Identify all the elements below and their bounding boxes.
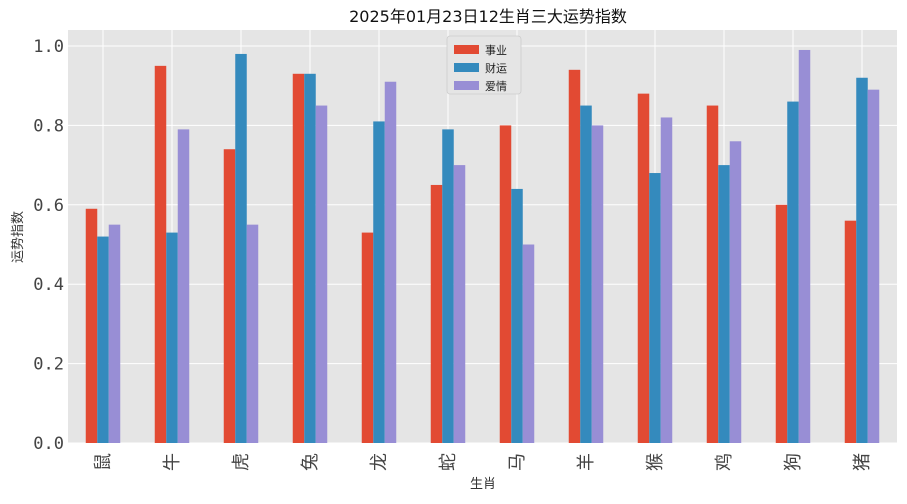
bar	[718, 165, 730, 443]
y-tick-label: 1.0	[33, 37, 64, 57]
bar	[166, 232, 178, 443]
legend-swatch	[454, 81, 479, 90]
y-axis-ticks: 0.0 0.2 0.4 0.6 0.8 1.0	[33, 37, 64, 454]
bar	[499, 125, 512, 444]
legend-label: 事业	[485, 44, 507, 57]
y-tick-label: 0.8	[33, 116, 64, 136]
bar	[511, 188, 523, 443]
x-axis-label: 生肖	[470, 477, 496, 492]
x-tick-label: 牛	[162, 453, 183, 471]
bar	[315, 105, 328, 444]
bar	[235, 53, 247, 443]
bar	[649, 173, 661, 444]
bar	[292, 73, 305, 443]
y-axis-label: 运势指数	[10, 211, 26, 263]
y-tick-label: 0.2	[33, 355, 64, 375]
bar	[856, 77, 868, 443]
x-tick-label: 马	[507, 453, 528, 471]
bar	[246, 224, 259, 443]
bar	[775, 204, 788, 443]
bar	[304, 73, 316, 443]
x-tick-label: 鼠	[93, 453, 114, 471]
bar	[580, 105, 592, 444]
legend-swatch	[454, 63, 479, 72]
legend-swatch	[454, 45, 479, 54]
bar	[453, 165, 466, 443]
x-tick-label: 虎	[231, 453, 252, 471]
x-tick-label: 猪	[852, 453, 873, 471]
bar	[729, 141, 742, 443]
y-tick-label: 0.6	[33, 196, 64, 216]
bar	[442, 129, 454, 443]
x-axis-ticks: 鼠牛虎兔龙蛇马羊猴鸡狗猪	[93, 453, 873, 471]
chart-title: 2025年01月23日12生肖三大运势指数	[349, 7, 627, 26]
bar	[591, 125, 604, 444]
bar	[384, 81, 397, 443]
bar	[844, 220, 857, 443]
x-tick-label: 狗	[783, 453, 804, 471]
bar	[867, 89, 880, 444]
y-tick-label: 0.4	[33, 275, 64, 295]
bar	[361, 232, 374, 443]
bar	[798, 49, 811, 443]
bar	[177, 129, 190, 443]
bars-group	[85, 49, 880, 444]
legend-label: 财运	[485, 61, 507, 75]
plot-area	[68, 30, 897, 443]
x-tick-label: 猴	[645, 453, 666, 471]
bar	[706, 105, 719, 444]
bar	[522, 244, 535, 443]
x-tick-label: 鸡	[714, 453, 735, 471]
legend-label: 爱情	[485, 80, 507, 93]
y-tick-label: 0.0	[33, 434, 64, 454]
bar	[637, 93, 650, 443]
x-tick-label: 羊	[576, 453, 597, 471]
bar	[85, 208, 98, 443]
bar	[373, 121, 385, 444]
bar	[97, 236, 109, 443]
x-tick-label: 兔	[300, 453, 321, 471]
bar	[223, 149, 236, 443]
bar	[154, 65, 167, 443]
x-tick-label: 蛇	[438, 453, 459, 471]
bar	[430, 184, 443, 443]
bar	[108, 224, 121, 443]
bar	[568, 69, 581, 443]
x-tick-label: 龙	[369, 453, 390, 471]
bar	[787, 101, 799, 443]
bar	[660, 117, 673, 444]
